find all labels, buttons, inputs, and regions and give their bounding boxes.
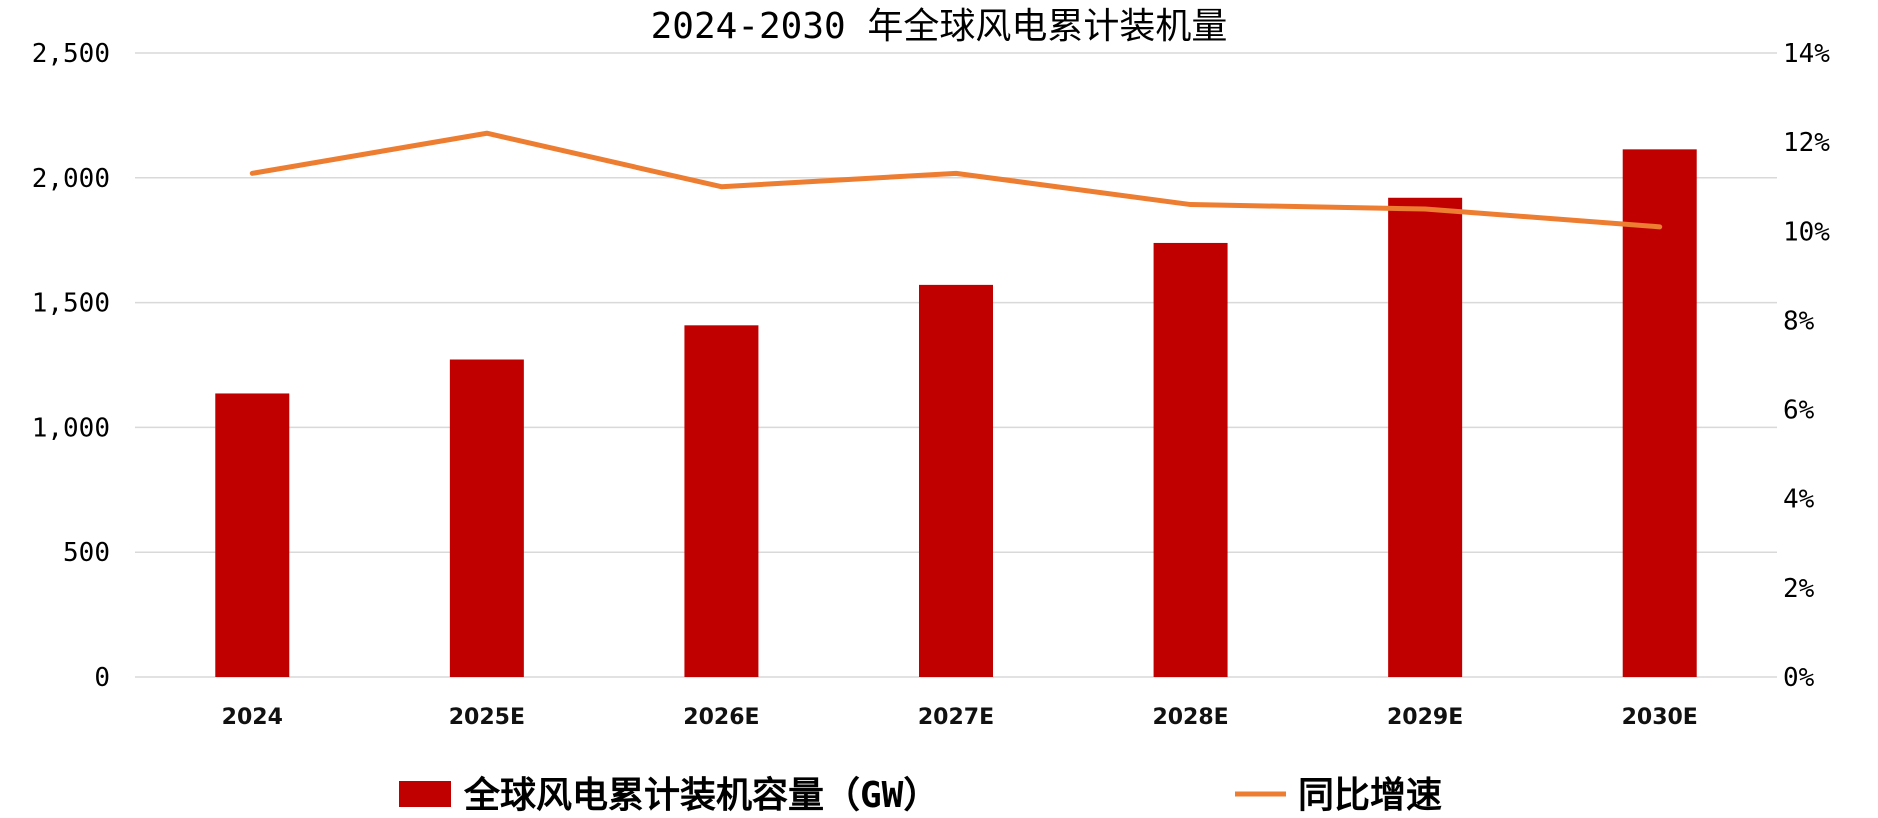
right-tick-label: 4%: [1783, 485, 1815, 515]
left-axis: 0 500 1,000 1,500 2,000 2,500: [32, 39, 110, 693]
x-tick-label: 2030E: [1622, 705, 1698, 730]
bar: [1388, 197, 1463, 677]
x-tick-label: 2028E: [1152, 705, 1228, 730]
right-tick-label: 2%: [1783, 574, 1815, 604]
bar: [1622, 149, 1697, 678]
x-tick-label: 2029E: [1387, 705, 1463, 730]
line-series: [249, 130, 1663, 230]
left-tick-label: 2,000: [32, 164, 110, 194]
left-tick-label: 500: [63, 538, 110, 568]
right-tick-label: 10%: [1783, 217, 1830, 247]
left-tick-label: 0: [94, 663, 110, 693]
right-tick-label: 12%: [1783, 128, 1830, 158]
left-tick-label: 1,000: [32, 413, 110, 443]
x-tick-label: 2027E: [918, 705, 994, 730]
chart-title: 2024-2030 年全球风电累计装机量: [651, 6, 1228, 47]
right-tick-label: 6%: [1783, 396, 1815, 426]
legend-bar-swatch: [399, 781, 451, 807]
left-tick-label: 2,500: [32, 39, 110, 69]
right-axis: 0% 2% 4% 6% 8% 10% 12% 14%: [1783, 39, 1830, 693]
bar: [919, 284, 993, 677]
bar: [215, 393, 290, 677]
legend-line-label: 同比增速: [1298, 775, 1442, 816]
right-tick-label: 0%: [1783, 663, 1815, 693]
legend-bar-label: 全球风电累计装机容量（GW）: [463, 774, 939, 816]
x-tick-label: 2025E: [449, 705, 525, 730]
bar: [449, 359, 524, 677]
x-tick-label: 2024: [222, 705, 283, 730]
bar: [684, 325, 759, 677]
right-tick-label: 8%: [1783, 306, 1815, 336]
x-tick-label: 2026E: [683, 705, 759, 730]
growth-line: [249, 130, 1663, 230]
right-tick-label: 14%: [1783, 39, 1830, 69]
legend: 全球风电累计装机容量（GW） 同比增速: [399, 774, 1442, 816]
bar-series: [215, 149, 1697, 678]
bar: [1153, 242, 1228, 677]
x-axis: 2024 2025E 2026E 2027E 2028E 2029E 2030E: [222, 705, 1698, 730]
left-tick-label: 1,500: [32, 289, 110, 319]
